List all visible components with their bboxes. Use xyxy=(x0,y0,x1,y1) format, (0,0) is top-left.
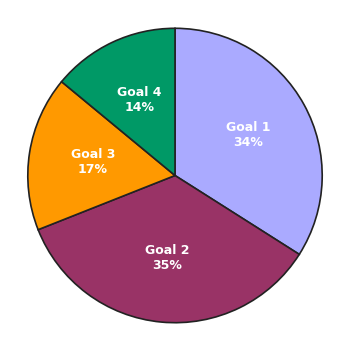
Wedge shape xyxy=(28,82,175,230)
Wedge shape xyxy=(62,28,175,176)
Text: Goal 4
14%: Goal 4 14% xyxy=(117,86,162,114)
Wedge shape xyxy=(38,176,299,323)
Text: Goal 1
34%: Goal 1 34% xyxy=(226,121,270,150)
Text: Goal 3
17%: Goal 3 17% xyxy=(71,148,115,177)
Text: Goal 2
35%: Goal 2 35% xyxy=(145,244,189,272)
Wedge shape xyxy=(175,28,322,254)
